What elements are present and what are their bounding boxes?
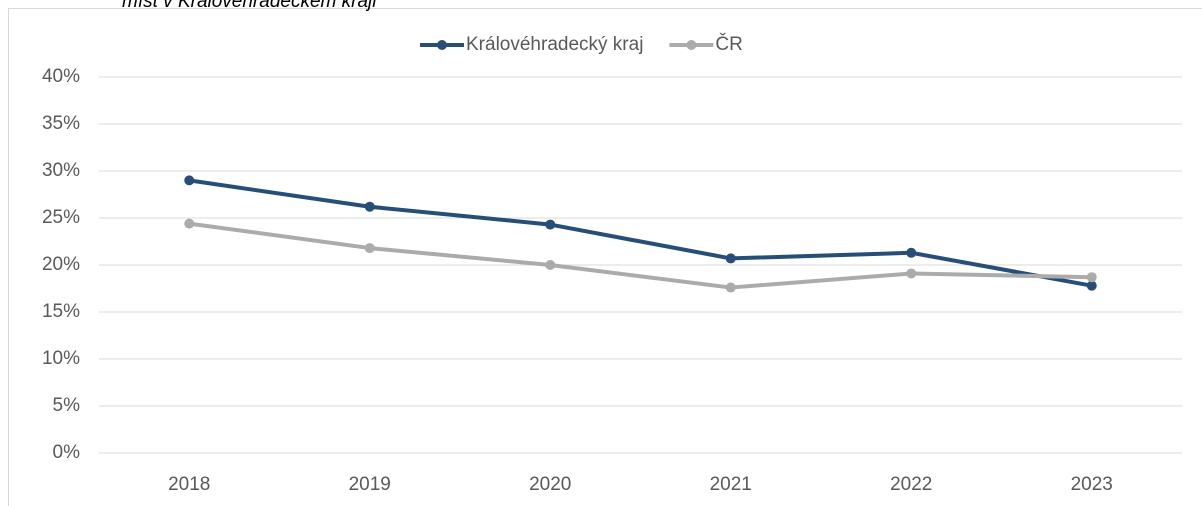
legend-label: ČR [715, 33, 742, 55]
y-tick-label: 40% [42, 66, 80, 87]
y-tick-label: 5% [53, 395, 81, 416]
point [184, 218, 195, 229]
y-tick-label: 0% [53, 442, 81, 463]
legend-label: Královéhradecký kraj [466, 34, 643, 55]
y-tick-label: 10% [42, 348, 80, 369]
point [364, 201, 375, 212]
series-line [188, 178, 1093, 288]
point [1086, 280, 1097, 291]
x-tick-label: 2023 [1071, 474, 1113, 495]
point [545, 260, 556, 270]
y-tick-label: 25% [42, 207, 80, 228]
x-tick-label: 2021 [710, 474, 752, 495]
y-tick-label: 15% [42, 301, 80, 322]
chart-title: míst v Královéhradeckém kraji [122, 0, 377, 12]
point [906, 268, 917, 279]
point [725, 282, 736, 293]
legend-marker [437, 40, 447, 50]
y-tick-label: 35% [42, 113, 80, 134]
x-tick-label: 2022 [890, 474, 932, 495]
x-tick-label: 2018 [168, 474, 210, 495]
legend-marker [686, 40, 697, 50]
x-tick-label: 2019 [349, 474, 391, 495]
point [906, 247, 917, 258]
point [545, 219, 556, 230]
point [184, 175, 195, 186]
chart-border [8, 8, 1202, 506]
point [364, 243, 375, 254]
x-tick-label: 2020 [529, 474, 571, 495]
y-tick-label: 20% [42, 254, 80, 275]
point [1086, 272, 1097, 283]
series-line [188, 221, 1092, 290]
point [725, 253, 736, 264]
y-tick-label: 30% [42, 160, 80, 181]
